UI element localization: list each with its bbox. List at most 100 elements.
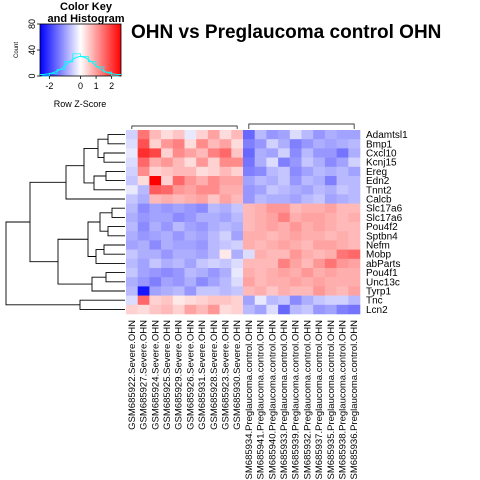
heatmap-cell [324, 286, 337, 296]
heatmap-cell [219, 231, 232, 241]
heatmap-cell [336, 185, 349, 195]
heatmap-cell [172, 222, 185, 232]
heatmap-cell [184, 240, 197, 250]
heatmap-cell [301, 185, 314, 195]
heatmap-cell [313, 203, 326, 214]
heatmap-cell [219, 212, 232, 223]
heatmap-cell [324, 249, 337, 260]
heatmap-cell [243, 258, 255, 269]
heatmap-cell [137, 277, 150, 287]
heatmap-cell [324, 176, 337, 186]
heatmap-cell [219, 222, 232, 232]
row-dendrogram-branch [111, 207, 125, 218]
heatmap-cell [289, 222, 302, 232]
heatmap-cell [149, 166, 162, 177]
heatmap-cell [278, 249, 291, 260]
heatmap-cell [289, 157, 302, 168]
heatmap-cell [184, 203, 197, 214]
heatmap-cell [231, 286, 244, 296]
heatmap-cell [207, 277, 220, 287]
heatmap-cell [324, 185, 337, 195]
heatmap-cell [278, 166, 291, 177]
row-label: Bmp1 [366, 139, 393, 150]
heatmap-cell [196, 148, 209, 158]
heatmap-cell [137, 268, 150, 278]
heatmap-cell [254, 203, 267, 214]
heatmap-cell [348, 185, 361, 195]
heatmap-cell [301, 231, 314, 241]
heatmap-cell [336, 148, 349, 158]
heatmap-cell [243, 185, 255, 195]
heatmap-cell [196, 222, 209, 232]
heatmap-cell [161, 185, 174, 195]
heatmap-cell [289, 277, 302, 287]
heatmap-cell [301, 212, 314, 223]
heatmap-cell [289, 258, 302, 269]
heatmap-cell [313, 231, 326, 241]
column-label: GSM685926.Severe.OHN [185, 320, 196, 430]
heatmap-cell [243, 203, 255, 214]
heatmap-cell [137, 148, 150, 158]
heatmap-cell [336, 240, 349, 250]
heatmap-cell [278, 185, 291, 195]
heatmap-cell [301, 139, 314, 149]
heatmap-cell [161, 231, 174, 241]
row-dendrogram-branch [105, 170, 125, 182]
heatmap-cell [219, 139, 232, 149]
heatmap-cell [289, 249, 302, 260]
heatmap-cell [324, 157, 337, 168]
heatmap-cell [172, 231, 185, 241]
heatmap-cell [336, 249, 349, 260]
column-label: GSM685936.Preglaucoma.control.OHN [349, 320, 360, 480]
heatmap-cell [161, 212, 174, 223]
heatmap-cell [324, 304, 337, 315]
heatmap-cell [137, 212, 150, 223]
heatmap-cell [161, 166, 174, 177]
heatmap-cell [137, 139, 150, 149]
heatmap-cell [278, 157, 291, 168]
row-dendrogram-branch [79, 299, 125, 310]
heatmap-cell [301, 203, 314, 214]
heatmap-cell [243, 231, 255, 241]
heatmap-cell [348, 139, 361, 149]
heatmap-cells [126, 130, 361, 315]
heatmap-cell [149, 212, 162, 223]
heatmap-cell [207, 304, 220, 315]
heatmap-cell [266, 295, 279, 306]
heatmap-cell [231, 157, 244, 168]
color-key-title-line1: Color Key [60, 1, 113, 13]
heatmap-cell [313, 130, 326, 140]
heatmap-cell [196, 157, 209, 168]
heatmap-cell [184, 249, 197, 260]
heatmap-cell [231, 212, 244, 223]
heatmap-cell [243, 277, 255, 287]
heatmap-cell [219, 258, 232, 269]
heatmap-cell [184, 304, 197, 315]
heatmap-cell [278, 194, 291, 204]
heatmap-cell [289, 268, 302, 278]
heatmap-cell [254, 231, 267, 241]
heatmap-cell [184, 185, 197, 195]
heatmap-cell [149, 148, 162, 158]
heatmap-cell [254, 222, 267, 232]
heatmap-cell [172, 203, 185, 214]
heatmap-cell [254, 212, 267, 223]
heatmap-cell [161, 268, 174, 278]
heatmap-cell [219, 240, 232, 250]
heatmap-cell [243, 194, 255, 204]
heatmap-cell [266, 212, 279, 223]
column-label: GSM685941.Preglaucoma.control.OHN [256, 320, 267, 480]
heatmap-cell [172, 258, 185, 269]
heatmap-cell [137, 194, 150, 204]
row-dendrogram-branch [97, 138, 108, 159]
heatmap-cell [207, 295, 220, 306]
heatmap-cell [289, 295, 302, 306]
heatmap-cell [301, 222, 314, 232]
heatmap-cell [254, 130, 267, 140]
heatmap-cell [184, 231, 197, 241]
heatmap-cell [149, 240, 162, 250]
column-label: GSM685940.Preglaucoma.control.OHN [267, 320, 278, 480]
heatmap-cell [172, 185, 185, 195]
heatmap-cell [231, 176, 244, 186]
heatmap-cell [126, 295, 138, 306]
